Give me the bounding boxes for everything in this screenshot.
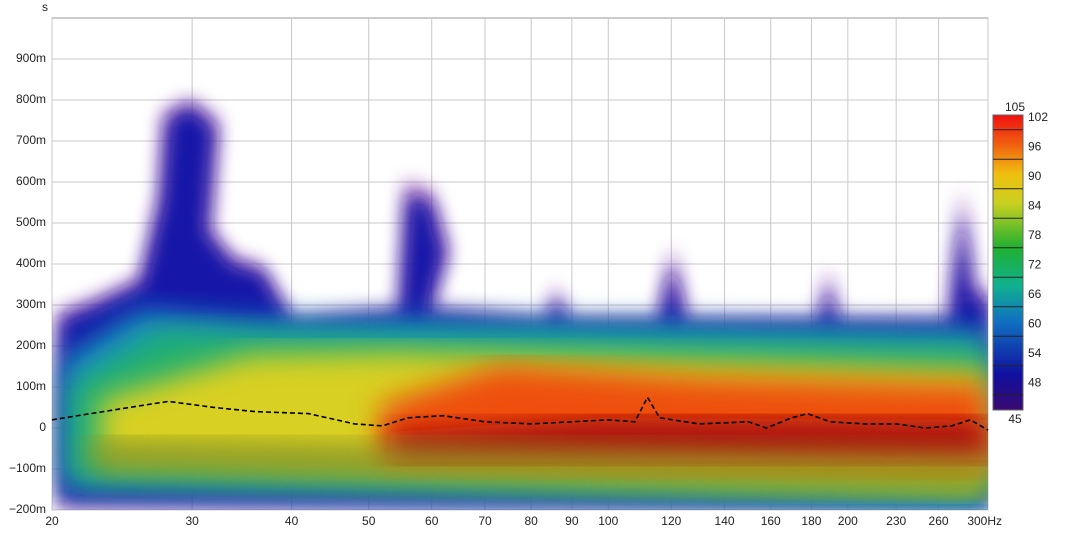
colorbar-tick-label: 54 xyxy=(1028,346,1042,360)
colorbar-tick-label: 102 xyxy=(1028,110,1048,124)
colorbar-tick-label: 78 xyxy=(1028,228,1042,242)
colorbar-scale xyxy=(992,114,1024,411)
x-tick-label: 140 xyxy=(715,514,735,528)
y-tick-label: −200m xyxy=(9,502,46,516)
x-tick-label: 260 xyxy=(929,514,949,528)
y-tick-label: 200m xyxy=(16,338,46,352)
y-tick-label: 600m xyxy=(16,174,46,188)
y-tick-label: 0 xyxy=(39,420,46,434)
x-tick-label: 100 xyxy=(598,514,618,528)
x-tick-label: 50 xyxy=(362,514,376,528)
colorbar-max-label: 105 xyxy=(1005,100,1025,114)
colorbar-tick-label: 66 xyxy=(1028,287,1042,301)
y-axis-unit: s xyxy=(42,0,48,14)
y-tick-label: 400m xyxy=(16,256,46,270)
colorbar-tick-label: 84 xyxy=(1028,198,1042,212)
colorbar-tick-label: 72 xyxy=(1028,257,1042,271)
colorbar-min-label: 45 xyxy=(1008,412,1022,426)
spectrogram xyxy=(57,98,988,510)
colorbar-tick-label: 96 xyxy=(1028,139,1042,153)
x-tick-label: 20 xyxy=(45,514,59,528)
x-tick-label: 80 xyxy=(524,514,538,528)
x-tick-label: 40 xyxy=(285,514,299,528)
y-tick-label: 700m xyxy=(16,133,46,147)
x-tick-label: 180 xyxy=(801,514,821,528)
decay-line xyxy=(51,395,989,431)
x-tick-label: 70 xyxy=(478,514,492,528)
x-tick-label: 300Hz xyxy=(967,514,1002,528)
y-tick-label: 500m xyxy=(16,215,46,229)
y-tick-label: −100m xyxy=(9,461,46,475)
colorbar-tick-label: 90 xyxy=(1028,169,1042,183)
y-tick-label: 100m xyxy=(16,379,46,393)
x-tick-label: 120 xyxy=(661,514,681,528)
x-tick-label: 230 xyxy=(886,514,906,528)
y-tick-label: 300m xyxy=(16,297,46,311)
x-tick-label: 160 xyxy=(761,514,781,528)
y-tick-label: 900m xyxy=(16,51,46,65)
colorbar-tick-label: 60 xyxy=(1028,316,1042,330)
y-tick-label: 800m xyxy=(16,92,46,106)
x-tick-label: 30 xyxy=(185,514,199,528)
x-tick-label: 200 xyxy=(838,514,858,528)
x-tick-label: 60 xyxy=(425,514,439,528)
x-tick-label: 90 xyxy=(565,514,579,528)
colorbar-tick-label: 48 xyxy=(1028,375,1042,389)
